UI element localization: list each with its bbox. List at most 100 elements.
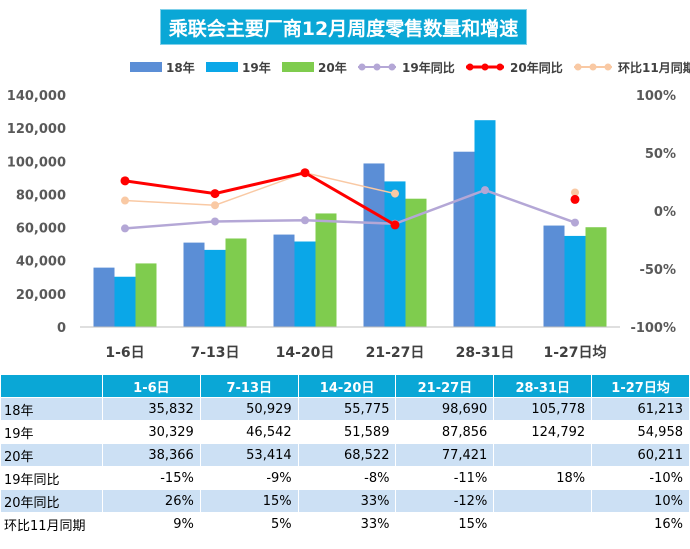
table-cell: -11% — [395, 466, 495, 490]
table-cell: 53,414 — [199, 443, 299, 467]
bar — [384, 181, 406, 327]
table-cell — [493, 512, 593, 536]
table-cell: 77,421 — [395, 443, 495, 467]
table-cell: 55,775 — [297, 397, 397, 421]
legend-marker — [466, 63, 474, 71]
x-tick-label: 21-27日 — [366, 345, 425, 361]
table-cell: 26% — [102, 489, 201, 513]
legend-marker — [388, 63, 396, 71]
bar — [363, 163, 385, 327]
table-cell: -8% — [297, 466, 397, 490]
bar — [564, 235, 586, 327]
table-cell: 33% — [297, 512, 397, 536]
bar — [315, 213, 337, 327]
table-header-cell: 1-27日均 — [591, 374, 690, 398]
series-point — [571, 218, 579, 227]
table-cell: 68,522 — [297, 443, 397, 467]
series-point — [571, 188, 579, 197]
x-tick-label: 28-31日 — [456, 345, 515, 361]
legend-label: 19年同比 — [402, 60, 455, 75]
table-cell: 15% — [395, 512, 495, 536]
y-tick-label: 140,000 — [7, 89, 66, 104]
table-cell: 61,213 — [591, 397, 690, 421]
table-cell: 33% — [297, 489, 397, 513]
table-header-cell: 7-13日 — [199, 374, 299, 398]
table-cell: -15% — [102, 466, 201, 490]
table-cell: -10% — [591, 466, 690, 490]
table-cell: 51,589 — [297, 420, 397, 444]
series-line — [124, 171, 396, 206]
bar — [405, 198, 427, 327]
y-tick-label: 120,000 — [7, 122, 66, 137]
table-cell: 10% — [591, 489, 690, 513]
table-cell: 105,778 — [493, 397, 593, 421]
y2-tick-label: -100% — [630, 321, 676, 336]
data-table: 1-6日 7-13日 14-20日 21-27日 28-31日 1-27日均 1… — [0, 374, 690, 536]
table-cell: -9% — [199, 466, 299, 490]
table-row: 18年 35,832 50,929 55,775 98,690 105,778 61,213 — [0, 397, 690, 421]
table-row: 19年同比 -15% -9% -8% -11% 18% -10% — [0, 466, 690, 490]
table-cell: -12% — [395, 489, 495, 513]
y-tick-label: 0 — [57, 321, 66, 336]
y-tick-label: 80,000 — [16, 188, 66, 203]
table-cell: 18% — [493, 466, 593, 490]
bar — [474, 120, 496, 327]
legend-marker — [574, 63, 582, 71]
bar — [585, 227, 607, 327]
series-point — [300, 168, 310, 178]
x-tick-label: 14-20日 — [276, 345, 335, 361]
bar — [204, 249, 226, 327]
series-point — [120, 176, 130, 186]
y-tick-label: 40,000 — [16, 255, 66, 270]
legend-marker — [358, 63, 366, 71]
table-row: 19年 30,329 46,542 51,589 87,856 124,792 54,958 — [0, 420, 690, 444]
table-cell: 9% — [102, 512, 201, 536]
legend-marker — [604, 63, 612, 71]
table-cell: 124,792 — [493, 420, 593, 444]
table-row-label: 18年 — [0, 397, 103, 421]
y-tick-label: 100,000 — [7, 155, 66, 170]
table-header-cell — [0, 374, 103, 398]
bar — [543, 225, 565, 327]
legend-swatch — [206, 62, 238, 72]
legend-swatch — [282, 62, 314, 72]
table-header-cell: 1-6日 — [102, 374, 201, 398]
table-cell: 87,856 — [395, 420, 495, 444]
table-header-cell: 14-20日 — [297, 374, 397, 398]
table-row: 环比11月同期 9% 5% 33% 15% 16% — [0, 512, 690, 536]
table-row-label: 19年同比 — [0, 466, 103, 490]
series-point — [301, 216, 309, 225]
bar — [273, 234, 295, 327]
table-cell: 5% — [199, 512, 299, 536]
bar — [135, 263, 157, 327]
y2-tick-label: 100% — [636, 89, 676, 104]
bar — [183, 242, 205, 327]
table-cell: 60,211 — [591, 443, 690, 467]
legend-label: 19年 — [242, 60, 271, 75]
series-point — [121, 196, 129, 205]
legend-swatch — [130, 62, 162, 72]
table-cell: 16% — [591, 512, 690, 536]
y-tick-label: 20,000 — [16, 288, 66, 303]
table-cell: 54,958 — [591, 420, 690, 444]
legend-label: 18年 — [166, 60, 195, 75]
series-point — [210, 189, 220, 199]
table-cell: 35,832 — [102, 397, 201, 421]
y2-tick-label: 0% — [654, 205, 676, 220]
table-cell: 50,929 — [199, 397, 299, 421]
table-row-label: 20年 — [0, 443, 103, 467]
y2-tick-label: 50% — [645, 147, 676, 162]
x-tick-label: 7-13日 — [190, 345, 239, 361]
legend-marker — [481, 63, 489, 71]
table-header-row: 1-6日 7-13日 14-20日 21-27日 28-31日 1-27日均 — [0, 374, 690, 398]
table-cell: 46,542 — [199, 420, 299, 444]
chart-area: 0 20,000 40,000 60,000 80,000 100,000 120,000 1… — [7, 60, 690, 361]
series-point — [390, 220, 400, 230]
series-point — [481, 186, 489, 195]
series-line — [124, 171, 396, 227]
table-row: 20年同比 26% 15% 33% -12% 10% — [0, 489, 690, 513]
x-tick-label: 1-27日均 — [543, 344, 606, 361]
table-header-cell: 21-27日 — [395, 374, 495, 398]
chart-title: 乘联会主要厂商12月周度零售数量和增速 — [160, 9, 527, 45]
series-point — [211, 217, 219, 226]
